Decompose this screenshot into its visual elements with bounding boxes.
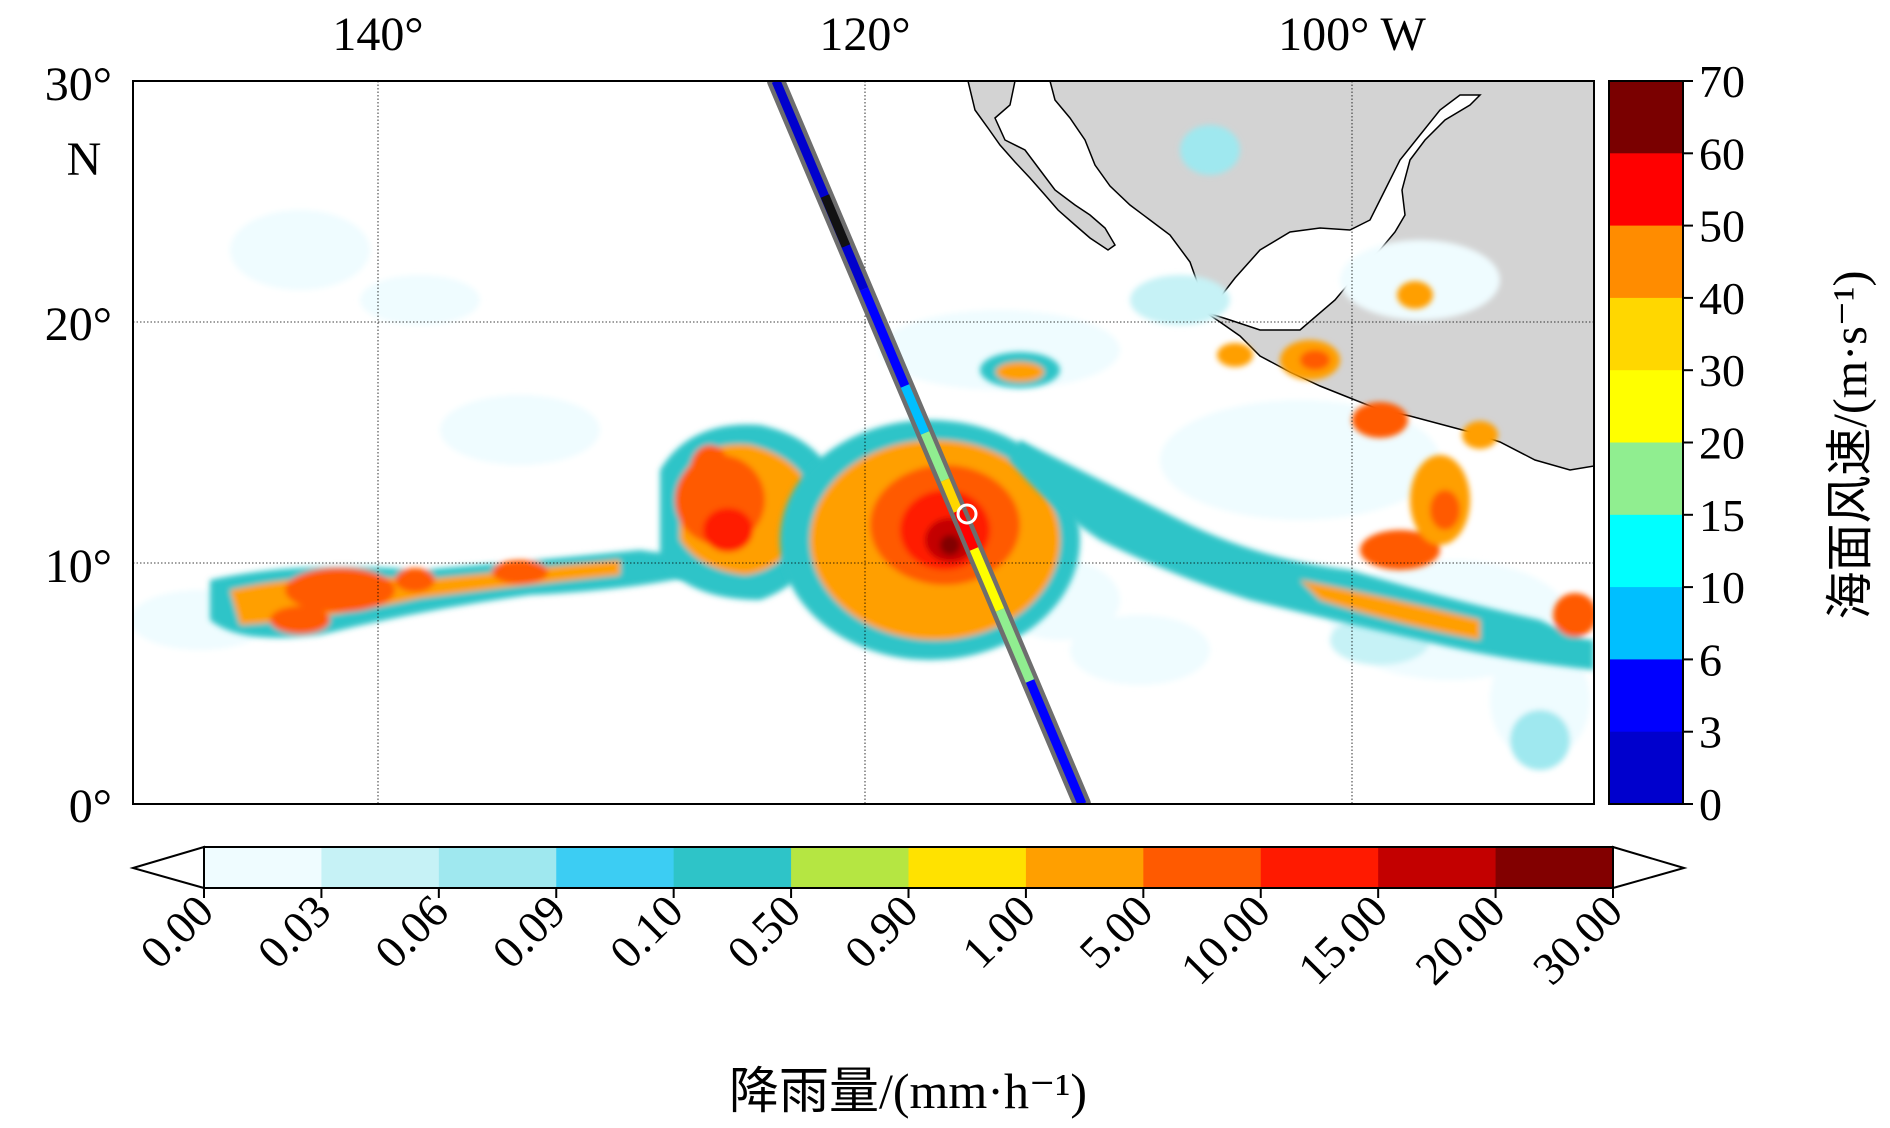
rain-colorbar-tick-label: 1.00	[952, 885, 1045, 978]
rain-colorbar-block	[1495, 847, 1614, 888]
wind-colorbar-block	[1609, 659, 1683, 733]
rain-colorbar-tick-label: 0.10	[600, 885, 693, 978]
wind-colorbar-tick-label: 70	[1699, 56, 1745, 107]
rain-colorbar-tick-label: 0.90	[835, 885, 928, 978]
rain-colorbar-block	[204, 847, 322, 888]
wind-colorbar-tick-label: 3	[1699, 707, 1722, 758]
rain-colorbar-tick-label: 0.00	[130, 885, 223, 978]
top-axis: 140° 120° 100° W	[332, 8, 1426, 61]
wind-colorbar-block	[1609, 731, 1683, 805]
rain-colorbar-block	[908, 847, 1027, 888]
rain-colorbar-ticks: 0.00 0.03 0.06 0.09 0.10 0.50 0.90 1.00 5.00 10.0…	[130, 885, 1632, 994]
left-tick-label: 30°	[45, 58, 112, 111]
rain-colorbar-tick-label: 20.00	[1405, 885, 1514, 994]
wind-colorbar-block	[1609, 153, 1683, 227]
map-frame	[132, 80, 1595, 805]
rain-colorbar-block	[1143, 847, 1262, 888]
wind-colorbar-tick-label: 10	[1699, 562, 1745, 613]
wind-colorbar-block	[1609, 514, 1683, 588]
top-tick-label: 140°	[332, 8, 423, 61]
rain-colorbar-block	[673, 847, 792, 888]
wind-colorbar-tick-label: 15	[1699, 490, 1745, 541]
rain-field-band	[210, 540, 720, 638]
wind-colorbar-block	[1609, 225, 1683, 299]
wind-colorbar-block	[1609, 442, 1683, 516]
rain-colorbar-extend-left	[129, 845, 205, 890]
wind-colorbar-tick-label: 50	[1699, 201, 1745, 252]
rain-colorbar-tick-label: 0.09	[482, 885, 575, 978]
satellite-track	[767, 81, 1091, 804]
wind-colorbar-tick-label: 60	[1699, 128, 1745, 179]
left-tick-label: 20°	[45, 298, 112, 351]
left-axis: 30° N 20° 10° 0°	[45, 58, 112, 833]
rain-field-east	[980, 281, 1594, 670]
rain-colorbar-tick-label: 30.00	[1523, 885, 1632, 994]
rain-colorbar-blocks	[204, 847, 1614, 888]
rain-colorbar-tick-label: 5.00	[1069, 885, 1162, 978]
rain-colorbar-tick-label: 0.50	[717, 885, 810, 978]
land-baja-california	[967, 81, 1116, 251]
wind-colorbar-tick-label: 0	[1699, 779, 1722, 830]
left-tick-label: 10°	[45, 540, 112, 593]
rain-colorbar-block	[1378, 847, 1497, 888]
wind-colorbar-block	[1609, 587, 1683, 660]
wind-colorbar-block	[1609, 81, 1683, 154]
rain-colorbar-block	[438, 847, 557, 888]
wind-colorbar-tick-label: 30	[1699, 345, 1745, 396]
rain-colorbar-block	[1260, 847, 1379, 888]
rain-colorbar-block	[791, 847, 909, 888]
left-tick-label: N	[67, 133, 102, 186]
wind-colorbar-block	[1609, 370, 1683, 443]
rain-colorbar-tick-label: 0.03	[248, 885, 341, 978]
top-tick-label: 100° W	[1278, 8, 1426, 61]
wind-colorbar-tick-label: 20	[1699, 418, 1745, 469]
wind-colorbar-tick-label: 40	[1699, 273, 1745, 324]
left-tick-label: 0°	[69, 780, 112, 833]
gridlines	[133, 81, 1594, 804]
rain-colorbar-label: 降雨量/(mm·h⁻¹)	[729, 1063, 1087, 1119]
rain-colorbar-block	[321, 847, 440, 888]
rain-colorbar-tick-label: 15.00	[1288, 885, 1397, 994]
top-tick-label: 120°	[819, 8, 910, 61]
rain-colorbar-block	[556, 847, 675, 888]
wind-colorbar-label: 海面风速/(m·s⁻¹)	[1824, 270, 1877, 619]
rain-colorbar-tick-label: 10.00	[1171, 885, 1280, 994]
rain-colorbar-tick-label: 0.06	[365, 885, 458, 978]
map-panel: 140° 120° 100° W 30° N 20° 10° 0°	[45, 8, 1595, 833]
rain-colorbar-extend-right	[1612, 845, 1688, 890]
storm-center-marker	[956, 503, 978, 525]
rain-colorbar-block	[1025, 847, 1144, 888]
rain-colorbar: 0.00 0.03 0.06 0.09 0.10 0.50 0.90 1.00 5.00 10.0…	[129, 845, 1688, 1119]
wind-colorbar-block	[1609, 297, 1683, 371]
wind-colorbar-blocks	[1609, 81, 1683, 805]
wind-colorbar-tick-label: 6	[1699, 634, 1722, 685]
